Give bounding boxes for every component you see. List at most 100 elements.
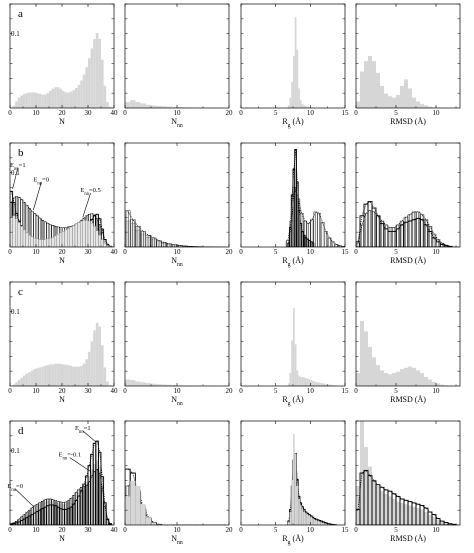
bar xyxy=(298,375,300,386)
bar xyxy=(30,236,34,247)
bar xyxy=(59,501,63,525)
bar xyxy=(54,363,57,386)
bar xyxy=(408,366,412,386)
bar xyxy=(103,243,107,247)
bar xyxy=(151,522,157,525)
bar xyxy=(156,105,162,108)
bar xyxy=(330,241,335,247)
bar xyxy=(82,486,86,525)
x-tick-label: 5 xyxy=(274,248,278,256)
bar xyxy=(20,225,24,247)
x-tick-label: 10 xyxy=(174,387,182,395)
bar xyxy=(56,363,60,386)
bar xyxy=(166,384,172,386)
bar xyxy=(135,226,141,247)
x-tick-label: 0 xyxy=(239,387,243,395)
bar xyxy=(319,521,321,525)
bar xyxy=(41,239,45,247)
panel-frame xyxy=(355,142,461,248)
bar xyxy=(36,368,39,386)
series-2 xyxy=(125,480,162,525)
bar xyxy=(380,85,384,108)
bar xyxy=(12,105,16,108)
bar xyxy=(93,471,96,525)
x-tick-label: 30 xyxy=(85,248,93,256)
bar xyxy=(322,383,325,386)
bar xyxy=(51,499,55,525)
x-axis-label: Nnn xyxy=(171,256,183,268)
x-tick-label: 20 xyxy=(226,109,234,117)
bar xyxy=(56,234,60,247)
annotation-arrow xyxy=(82,192,91,218)
bar xyxy=(38,239,42,247)
x-axis-label: Rg (Å) xyxy=(282,256,304,268)
bar xyxy=(412,367,416,386)
bar xyxy=(294,344,297,386)
panel-d-0: 0 10 20 30 40 0.1 Nd Enn=1 Enn=-0.1 Enn=0 xyxy=(7,420,118,543)
bar xyxy=(310,517,313,525)
x-axis-label: Nnn xyxy=(171,534,183,546)
bar xyxy=(436,383,440,386)
x-tick-label: 10 xyxy=(33,109,41,117)
bar xyxy=(387,227,393,247)
bar xyxy=(391,227,397,247)
x-tick-label: 10 xyxy=(174,109,182,117)
bar xyxy=(77,489,81,525)
bar xyxy=(93,330,96,386)
bar xyxy=(43,239,47,247)
x-axis-label: Nnn xyxy=(171,395,183,407)
bar xyxy=(440,384,444,386)
bar xyxy=(325,384,328,386)
x-tick-label: 5 xyxy=(394,109,398,117)
bar xyxy=(64,92,68,108)
bar xyxy=(46,238,50,247)
bar xyxy=(38,502,42,525)
bar xyxy=(407,214,413,247)
bar xyxy=(30,92,34,108)
panel-d-2: 0 5 10 15 Rg (Å) xyxy=(239,420,349,546)
y-tick-label: 0.1 xyxy=(11,169,20,177)
y-tick-label: 0.1 xyxy=(11,30,20,38)
bar xyxy=(312,518,314,525)
bar xyxy=(30,370,34,386)
bar xyxy=(416,370,420,386)
bar xyxy=(90,475,94,525)
x-tick-label: 0 xyxy=(354,109,358,117)
bar xyxy=(151,383,157,386)
bar xyxy=(69,226,73,247)
bar xyxy=(360,321,364,386)
plot-area xyxy=(10,190,113,247)
bar xyxy=(66,228,70,247)
bar xyxy=(171,106,177,108)
bar xyxy=(23,93,26,108)
bar xyxy=(46,365,49,386)
bar xyxy=(125,496,131,525)
annotation-label: Enn=1 xyxy=(10,162,26,172)
bar xyxy=(74,492,78,525)
bar xyxy=(98,326,101,386)
bar xyxy=(403,216,409,247)
bar xyxy=(424,105,428,108)
bar xyxy=(140,504,146,525)
bar xyxy=(306,223,311,247)
bar xyxy=(135,381,141,386)
bar xyxy=(33,92,36,108)
bar xyxy=(98,38,101,108)
bar xyxy=(293,56,295,108)
bar xyxy=(416,101,420,108)
panel-label: a xyxy=(18,8,23,20)
bar xyxy=(98,234,102,247)
bar xyxy=(372,479,376,525)
bar xyxy=(67,92,70,108)
bar xyxy=(356,101,360,108)
bar xyxy=(400,85,404,108)
bar xyxy=(291,479,293,525)
annotation-label: Enn=0.5 xyxy=(80,187,100,197)
y-tick-label: 0.1 xyxy=(11,308,20,316)
bar xyxy=(82,220,86,247)
bar xyxy=(108,385,112,386)
bar xyxy=(125,102,131,108)
bar xyxy=(59,88,62,108)
annotation-arrow xyxy=(82,430,96,443)
bar xyxy=(376,365,380,386)
